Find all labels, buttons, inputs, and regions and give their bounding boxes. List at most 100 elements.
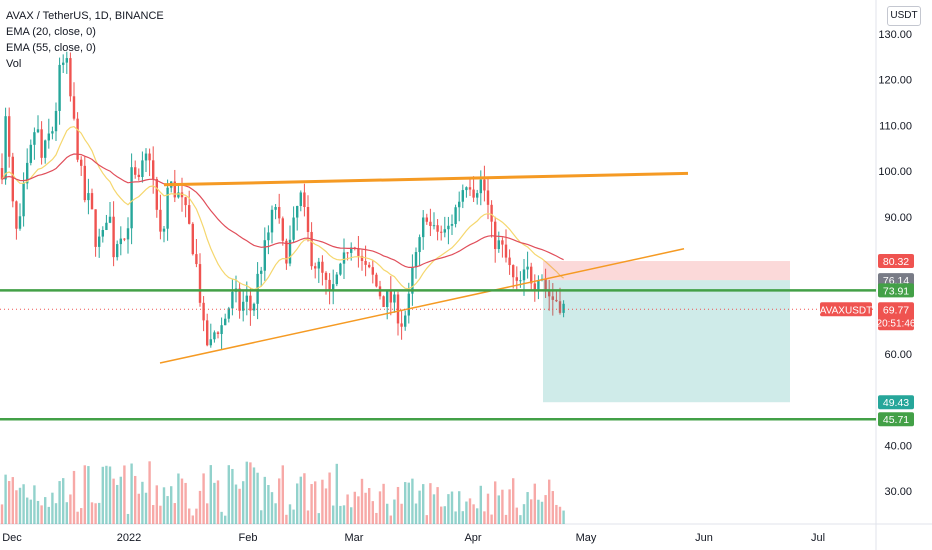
volume-bar <box>36 500 40 524</box>
volume-bar <box>162 487 166 524</box>
candle-body <box>551 296 554 300</box>
volume-bar <box>375 512 378 524</box>
candle-body <box>411 267 414 294</box>
volume-bar <box>378 491 382 524</box>
candle-body <box>364 260 367 265</box>
candle-body <box>220 325 223 335</box>
candle-body <box>486 190 490 205</box>
candle-body <box>393 294 396 303</box>
candle-body <box>231 291 234 309</box>
volume-bar <box>533 483 536 524</box>
volume-bar <box>184 482 187 524</box>
candle-body <box>490 204 493 222</box>
candle-body <box>479 179 482 194</box>
volume-bar <box>468 498 472 524</box>
legend-symbol[interactable]: AVAX / TetherUS, 1D, BINANCE <box>6 10 164 22</box>
volume-bar <box>94 503 97 524</box>
volume-bar <box>256 472 259 524</box>
y-tick-label: 130.00 <box>878 29 912 41</box>
volume-bar <box>432 494 436 524</box>
legend-ema-55[interactable]: EMA (55, close, 0) <box>6 42 96 54</box>
candle-body <box>515 277 518 281</box>
volume-bar <box>18 487 22 524</box>
volume-bar <box>414 503 418 524</box>
candle-body <box>382 296 385 308</box>
currency-button[interactable]: USDT <box>887 6 921 26</box>
volume-bar <box>173 503 176 524</box>
candle-body <box>144 153 148 161</box>
candle-body <box>501 240 504 245</box>
candle-body <box>274 207 277 210</box>
volume-bar <box>270 492 274 524</box>
volume-bar <box>486 493 490 524</box>
candle-body <box>166 187 169 229</box>
x-tick-label: Jun <box>695 532 713 544</box>
volume-bar <box>141 481 144 524</box>
volume-bar <box>130 463 133 524</box>
x-tick-label: 2022 <box>117 532 141 544</box>
candle-body <box>58 64 61 111</box>
volume-bar <box>242 481 245 524</box>
volume-bar <box>4 474 7 524</box>
candle-body <box>432 225 436 227</box>
candle-body <box>252 303 256 311</box>
volume-bar <box>389 515 392 524</box>
candle-body <box>54 110 58 132</box>
candle-body <box>227 308 230 319</box>
volume-bar <box>198 490 202 524</box>
volume-bar <box>357 496 360 524</box>
volume-bar <box>29 499 32 524</box>
volume-bar <box>80 508 83 524</box>
volume-bar <box>8 481 11 524</box>
y-tick-label: 60.00 <box>884 349 912 361</box>
volume-bar <box>105 465 108 524</box>
volume-bar <box>11 477 14 524</box>
ema-20-line <box>1 125 564 291</box>
x-tick-label: Apr <box>464 532 481 544</box>
volume-bar <box>123 465 126 524</box>
volume-bar <box>515 507 518 524</box>
candle-body <box>47 133 50 141</box>
volume-bar <box>76 511 79 524</box>
candle-body <box>155 179 158 210</box>
candle-body <box>206 320 209 346</box>
candle-body <box>350 247 353 253</box>
volume-bar <box>540 501 544 524</box>
volume-bar <box>317 513 320 524</box>
volume-bar <box>551 491 554 524</box>
candle-body <box>238 288 241 311</box>
volume-bar <box>58 481 61 524</box>
candle-body <box>256 273 259 304</box>
volume-bar <box>152 505 155 524</box>
candle-body <box>191 223 194 255</box>
legend-ema-20[interactable]: EMA (20, close, 0) <box>6 26 96 38</box>
y-tick-label: 40.00 <box>884 440 912 452</box>
candle-body <box>8 116 11 157</box>
candle-body <box>162 228 166 232</box>
candle-body <box>87 193 90 201</box>
legend-volume[interactable]: Vol <box>6 58 22 70</box>
candle-body <box>299 192 302 206</box>
volume-bar <box>148 461 151 524</box>
volume-bar <box>202 473 205 524</box>
candle-body <box>65 58 68 63</box>
volume-bar <box>65 502 68 524</box>
candle-body <box>195 254 198 265</box>
candle-body <box>328 279 331 291</box>
candle-body <box>0 168 4 180</box>
candle-body <box>213 332 216 340</box>
volume-bar <box>400 503 403 524</box>
candle-body <box>537 280 540 290</box>
candle-body <box>512 265 515 278</box>
volume-bar <box>72 470 76 524</box>
volume-bar <box>458 491 461 524</box>
candle-body <box>224 318 227 326</box>
volume-bar <box>134 475 137 524</box>
support-trendline <box>159 248 685 364</box>
volume-bar <box>299 476 302 524</box>
volume-bar <box>562 510 565 524</box>
volume-bar <box>321 479 324 524</box>
candle-body <box>108 216 112 223</box>
candle-body <box>292 217 295 240</box>
